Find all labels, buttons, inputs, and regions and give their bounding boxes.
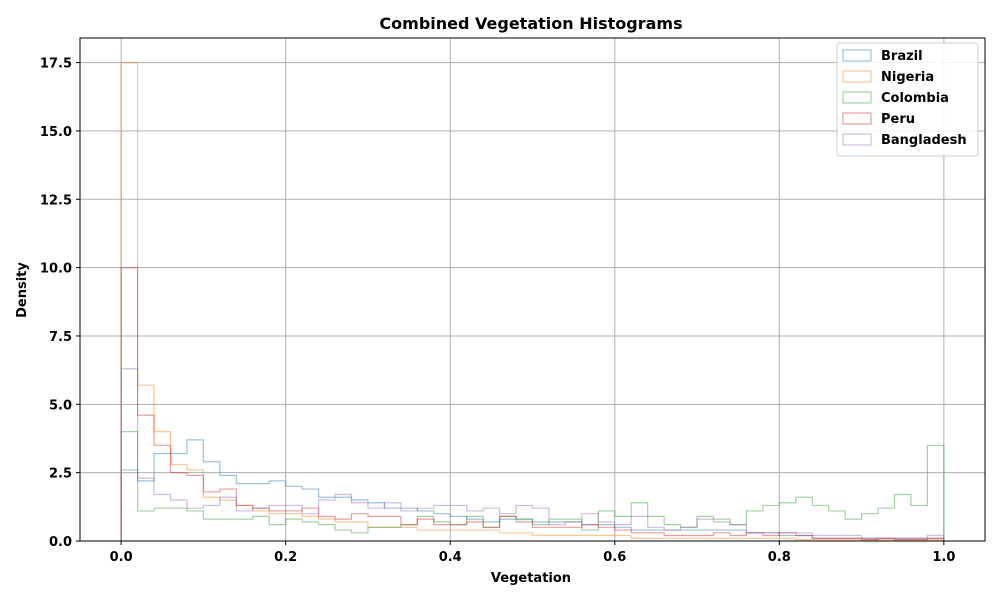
legend-label: Nigeria <box>881 70 934 85</box>
histogram-series <box>120 62 945 541</box>
legend-swatch <box>842 70 872 83</box>
legend-swatch <box>842 91 872 104</box>
legend-swatch <box>842 49 872 62</box>
legend-label: Bangladesh <box>881 133 967 148</box>
legend-label: Brazil <box>881 49 923 64</box>
series-colombia-histogram <box>120 431 945 541</box>
x-tick-label: 0.8 <box>768 550 791 565</box>
series-peru-histogram <box>120 267 945 541</box>
x-tick-label: 1.0 <box>932 550 955 565</box>
legend-label: Colombia <box>881 91 949 106</box>
series-brazil-histogram <box>120 439 945 541</box>
legend: Brazil Nigeria Colombia Peru Bangladesh <box>836 42 979 157</box>
y-tick-label: 12.5 <box>40 193 72 208</box>
plot-frame <box>79 37 986 542</box>
x-tick-label: 0.4 <box>439 550 462 565</box>
y-axis-ticks: 0.0 2.5 5.0 7.5 10.0 12.5 15.0 17.5 <box>40 57 80 550</box>
legend-swatch <box>842 133 872 146</box>
x-tick-label: 0.6 <box>603 550 626 565</box>
legend-swatch <box>842 112 872 125</box>
legend-box <box>836 42 979 157</box>
x-tick-label: 0.0 <box>110 550 133 565</box>
y-axis-title: Density <box>15 262 30 318</box>
y-tick-label: 15.0 <box>40 125 72 140</box>
y-tick-label: 5.0 <box>49 398 72 413</box>
y-tick-label: 2.5 <box>49 467 72 482</box>
legend-label: Peru <box>881 112 915 127</box>
series-nigeria-histogram <box>120 62 945 541</box>
y-tick-label: 7.5 <box>49 330 72 345</box>
x-tick-label: 0.2 <box>274 550 297 565</box>
chart-title: Combined Vegetation Histograms <box>379 14 682 33</box>
y-tick-label: 0.0 <box>49 535 72 550</box>
x-axis-ticks: 0.0 0.2 0.4 0.6 0.8 1.0 <box>110 541 955 565</box>
series-bangladesh-histogram <box>120 368 945 541</box>
x-axis-title: Vegetation <box>491 571 571 586</box>
y-tick-label: 10.0 <box>40 262 72 277</box>
y-tick-label: 17.5 <box>40 57 72 72</box>
